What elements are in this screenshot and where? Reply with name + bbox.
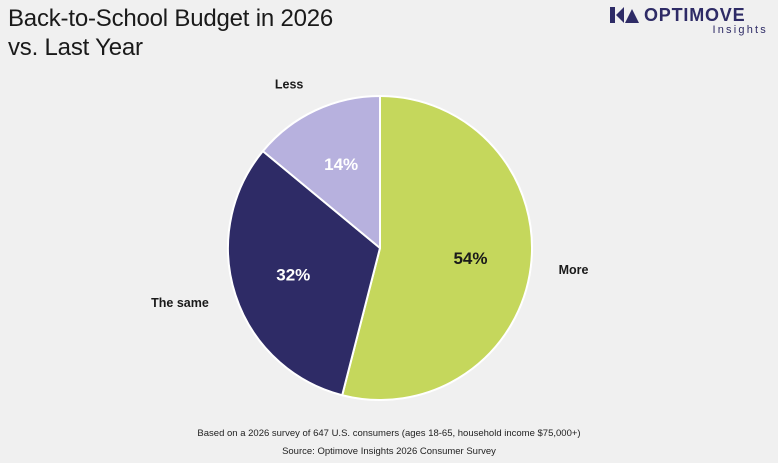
source-footnote: Source: Optimove Insights 2026 Consumer … [282,446,496,457]
brand-logo: OPTIMOVE Insights [610,5,770,39]
pie-category-label-more: More [559,263,589,277]
brand-subtitle: Insights [712,24,768,36]
survey-footnote: Based on a 2026 survey of 647 U.S. consu… [197,428,581,439]
optimove-logo-icon [610,7,639,23]
pie-slice-the-same [227,150,381,397]
chart-title: Back-to-School Budget in 2026 vs. Last Y… [8,4,333,62]
chart-title-line-1: Back-to-School Budget in 2026 [8,5,334,32]
brand-name: OPTIMOVE [644,5,746,25]
pie-category-label-less: Less [275,77,304,91]
pie-category-label-the-same: The same [151,296,209,310]
pie-value-label-the-same: 32% [276,266,310,285]
pie-value-label-less: 14% [324,155,358,174]
pie-value-label-more: 54% [453,249,487,268]
chart-title-line-2: vs. Last Year [8,34,143,61]
pie-slice-more [341,95,533,401]
pie-slice-less [261,95,381,249]
